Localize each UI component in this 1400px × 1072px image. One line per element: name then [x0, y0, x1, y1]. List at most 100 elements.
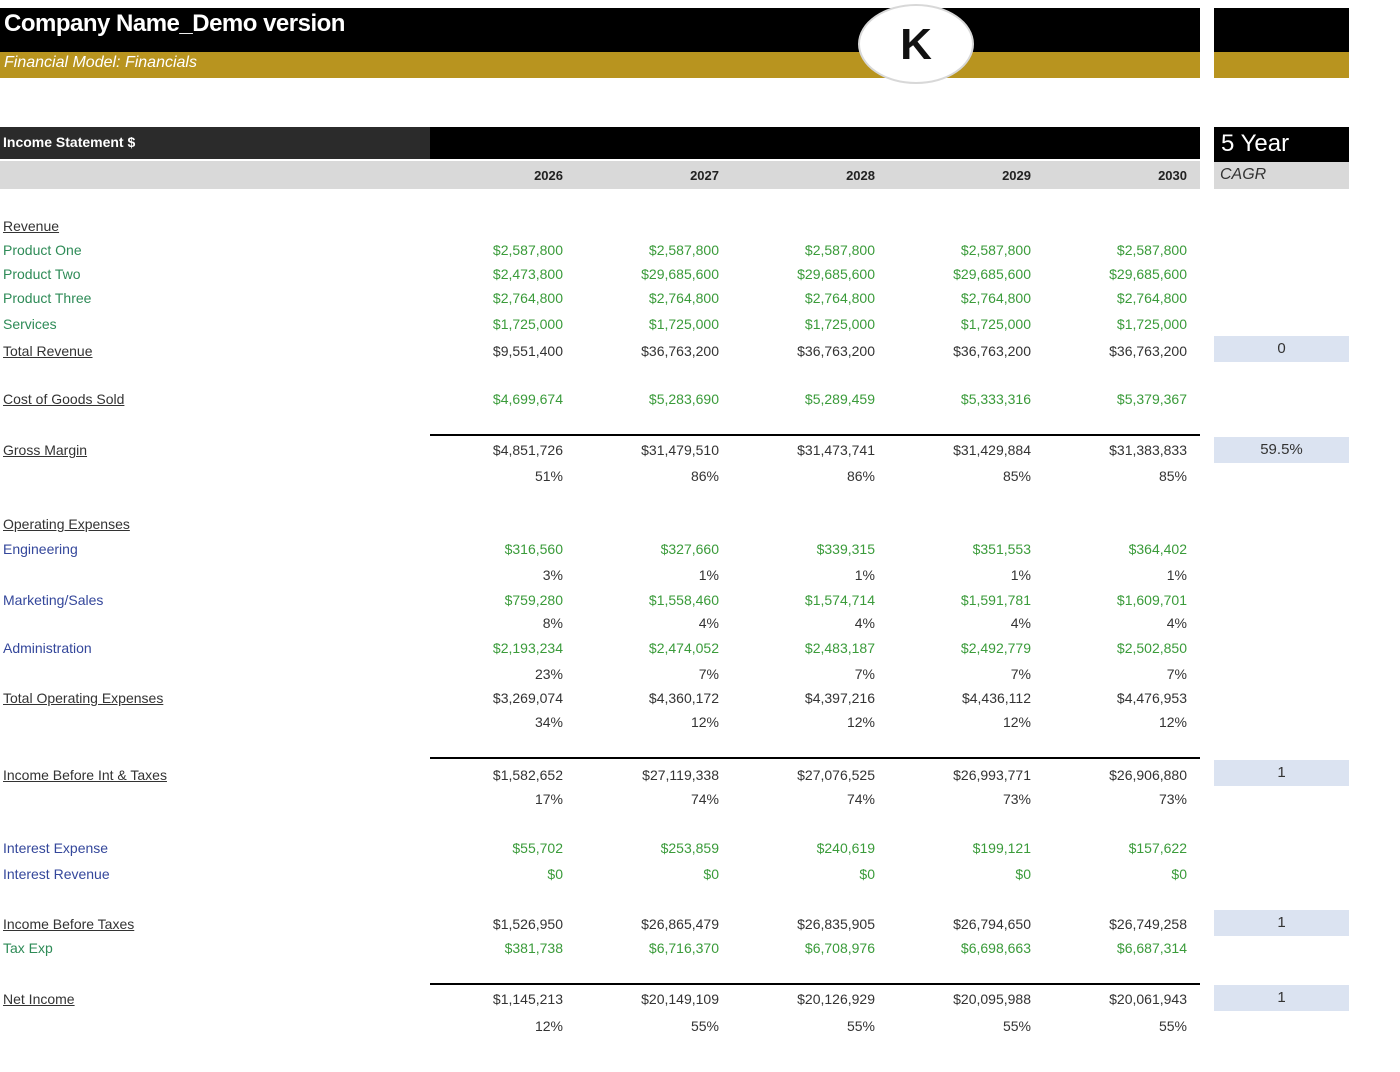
model-subtitle: Financial Model: Financials: [4, 54, 197, 71]
cell-total-revenue: $36,763,200: [797, 343, 875, 359]
section-title: Income Statement $: [3, 134, 136, 150]
cell-admin: $2,193,234: [492, 640, 563, 656]
cell-tax: $381,738: [504, 940, 563, 956]
separator-line: [430, 983, 1200, 985]
cell-product-one: $2,587,800: [648, 242, 719, 258]
header-bar-right: [1214, 8, 1349, 52]
cagr-label: CAGR: [1220, 166, 1267, 183]
cell-admin-pct: 23%: [534, 666, 563, 682]
cell-engineering: $339,315: [816, 541, 875, 557]
cell-product-two: $29,685,600: [797, 266, 875, 282]
cell-marketing: $1,609,701: [1116, 592, 1187, 608]
label-ebt: Income Before Taxes: [3, 916, 135, 932]
cell-gross-margin-pct: 51%: [534, 468, 563, 484]
cell-ebit: $26,993,771: [953, 767, 1031, 783]
label-opex: Operating Expenses: [3, 516, 130, 532]
cell-net-income: $20,149,109: [641, 991, 719, 1007]
cell-net-income-pct: 55%: [690, 1018, 719, 1034]
cell-admin-pct: 7%: [698, 666, 719, 682]
cagr-band: [1214, 162, 1349, 189]
cell-product-one: $2,587,800: [960, 242, 1031, 258]
header-subbar: [0, 52, 1200, 78]
cell-cogs: $5,379,367: [1116, 391, 1187, 407]
cell-total-opex: $3,269,074: [492, 690, 563, 706]
cell-product-three: $2,764,800: [492, 290, 563, 306]
cell-engineering: $316,560: [504, 541, 563, 557]
cell-interest-revenue: $0: [1015, 866, 1031, 882]
cell-admin-pct: 7%: [1166, 666, 1187, 682]
year-header: 2030: [1158, 168, 1187, 183]
cell-marketing-pct: 8%: [542, 615, 563, 631]
cell-product-one: $2,587,800: [492, 242, 563, 258]
cell-marketing: $1,591,781: [960, 592, 1031, 608]
label-gross-margin: Gross Margin: [3, 442, 88, 458]
label-product-one: Product One: [3, 242, 82, 258]
cell-total-opex-pct: 12%: [690, 714, 719, 730]
header-bar: [0, 8, 1200, 52]
label-revenue: Revenue: [3, 218, 60, 234]
cell-services: $1,725,000: [804, 316, 875, 332]
logo-letter: K: [900, 20, 932, 69]
cell-ebt: $26,865,479: [641, 916, 719, 932]
cell-product-three: $2,764,800: [960, 290, 1031, 306]
cell-ebt: $26,749,258: [1109, 916, 1187, 932]
cell-ebit: $1,582,652: [492, 767, 563, 783]
cell-marketing: $1,558,460: [648, 592, 719, 608]
cell-marketing-pct: 4%: [854, 615, 875, 631]
cell-tax: $6,687,314: [1116, 940, 1187, 956]
cell-ebit-pct: 74%: [846, 791, 875, 807]
label-product-three: Product Three: [3, 290, 92, 306]
cell-admin-pct: 7%: [854, 666, 875, 682]
label-engineering: Engineering: [3, 541, 78, 557]
cell-gross-margin: $31,383,833: [1109, 442, 1187, 458]
years-band: [0, 161, 1200, 189]
cell-gross-margin: $31,429,884: [953, 442, 1031, 458]
cell-total-revenue: $9,551,400: [492, 343, 563, 359]
cell-marketing-pct: 4%: [1166, 615, 1187, 631]
cagr-ebt: 1: [1214, 910, 1349, 936]
year-header: 2026: [534, 168, 563, 183]
cell-engineering: $327,660: [660, 541, 719, 557]
cagr-net-income: 1: [1214, 985, 1349, 1011]
cell-engineering-pct: 1%: [1166, 567, 1187, 583]
year-header: 2029: [1002, 168, 1031, 183]
section-header-right: [430, 127, 1200, 159]
cell-engineering-pct: 1%: [698, 567, 719, 583]
label-interest-expense: Interest Expense: [3, 840, 109, 856]
cell-interest-expense: $199,121: [972, 840, 1031, 856]
cell-admin: $2,492,779: [960, 640, 1031, 656]
cell-total-revenue: $36,763,200: [1109, 343, 1187, 359]
header-subbar-right: [1214, 52, 1349, 78]
cell-ebit: $26,906,880: [1109, 767, 1187, 783]
cell-product-two: $29,685,600: [641, 266, 719, 282]
year-header: 2028: [846, 168, 875, 183]
cell-gross-margin: $31,479,510: [641, 442, 719, 458]
label-marketing: Marketing/Sales: [3, 592, 104, 608]
cell-cogs: $5,333,316: [960, 391, 1031, 407]
cell-product-three: $2,764,800: [1116, 290, 1187, 306]
cell-ebit-pct: 73%: [1158, 791, 1187, 807]
label-services: Services: [3, 316, 57, 332]
cell-net-income-pct: 55%: [1002, 1018, 1031, 1034]
cell-net-income-pct: 55%: [846, 1018, 875, 1034]
cell-services: $1,725,000: [1116, 316, 1187, 332]
label-total-revenue: Total Revenue: [3, 343, 93, 359]
cell-marketing-pct: 4%: [1010, 615, 1031, 631]
cell-gross-margin-pct: 85%: [1002, 468, 1031, 484]
label-product-two: Product Two: [3, 266, 81, 282]
cell-interest-expense: $240,619: [816, 840, 875, 856]
cell-product-two: $2,473,800: [492, 266, 563, 282]
cell-interest-revenue: $0: [1171, 866, 1187, 882]
cell-admin: $2,483,187: [804, 640, 875, 656]
cell-total-opex-pct: 34%: [534, 714, 563, 730]
cell-total-opex: $4,360,172: [648, 690, 719, 706]
cell-admin: $2,474,052: [648, 640, 719, 656]
cell-gross-margin-pct: 86%: [690, 468, 719, 484]
separator-line: [430, 757, 1200, 759]
cell-interest-expense: $253,859: [660, 840, 719, 856]
cell-gross-margin: $31,473,741: [797, 442, 875, 458]
cell-total-opex: $4,476,953: [1116, 690, 1187, 706]
cell-product-two: $29,685,600: [1109, 266, 1187, 282]
cell-product-one: $2,587,800: [804, 242, 875, 258]
cell-product-one: $2,587,800: [1116, 242, 1187, 258]
